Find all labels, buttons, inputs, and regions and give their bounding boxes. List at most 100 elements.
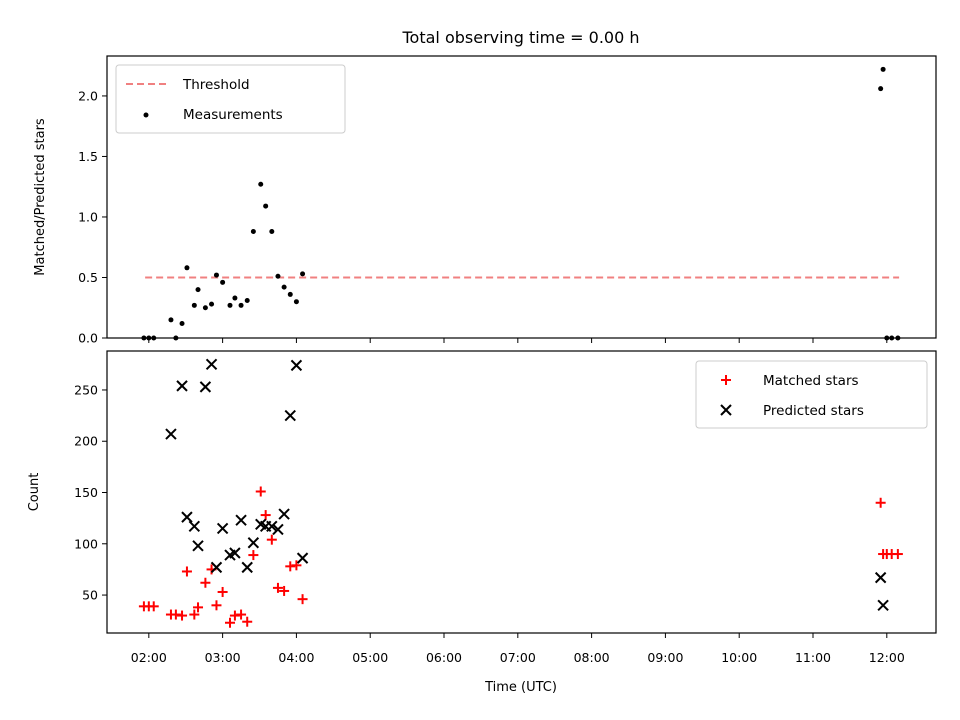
marker-stroke <box>296 552 309 564</box>
top-legend: Threshold Measurements <box>115 64 346 134</box>
matched-star-point <box>260 510 271 521</box>
y-tick-label: 150 <box>74 485 98 500</box>
matched-star-point <box>193 602 204 613</box>
measurement-point <box>179 320 185 326</box>
matched-star-point <box>297 594 308 605</box>
legend-matched-swatch <box>721 375 731 385</box>
measurement-points <box>141 66 901 341</box>
predicted-star-point <box>176 380 188 392</box>
measurement-point <box>250 228 256 234</box>
bottom-y-ticks: 50 100 150 200 250 <box>74 382 107 603</box>
x-tick-label: 10:00 <box>721 650 757 665</box>
marker-stroke <box>720 404 732 416</box>
measurement-point <box>258 181 264 187</box>
x-tick-label: 08:00 <box>574 650 610 665</box>
measurement-point <box>213 272 219 278</box>
star-count-points <box>138 358 903 628</box>
marker-stroke <box>278 508 290 520</box>
predicted-star-point <box>188 520 201 533</box>
measurement-point <box>238 302 244 308</box>
legend-matched-label: Matched stars <box>763 373 859 389</box>
predicted-star-point <box>296 552 309 564</box>
measurement-point <box>168 317 174 323</box>
matched-star-point <box>224 617 235 628</box>
measurement-point <box>263 203 269 209</box>
measurement-point <box>244 297 250 303</box>
matched-star-point <box>291 560 302 571</box>
measurement-point <box>275 273 281 279</box>
matched-star-point <box>170 609 181 620</box>
matched-star-point <box>148 601 159 612</box>
y-tick-label: 1.0 <box>78 209 98 224</box>
matched-star-point <box>272 582 283 593</box>
measurement-point <box>202 305 208 311</box>
top-plot-frame <box>106 55 937 339</box>
measurement-point <box>141 335 147 341</box>
chart-title: Total observing time = 0.00 h <box>401 28 639 47</box>
marker-stroke <box>874 571 887 584</box>
marker-stroke <box>216 522 229 535</box>
matched-star-point <box>181 566 192 577</box>
legend-plus-marker <box>721 375 731 385</box>
bottom-plot-frame <box>106 350 937 634</box>
matched-star-point <box>248 550 259 561</box>
top-legend-frame <box>115 64 346 134</box>
measurement-point <box>151 335 157 341</box>
bottom-legend: Matched stars Predicted stars <box>695 360 928 429</box>
predicted-star-point <box>290 359 303 372</box>
y-tick-label: 0.0 <box>78 331 98 346</box>
top-y-ticks: 0.0 0.5 1.0 1.5 2.0 <box>78 88 107 346</box>
marker-stroke <box>192 540 204 552</box>
matched-star-point <box>875 497 886 508</box>
marker-stroke <box>176 380 188 392</box>
y-tick-label: 2.0 <box>78 88 98 103</box>
measurement-point <box>209 301 215 307</box>
y-tick-label: 200 <box>74 434 98 449</box>
x-tick-label: 06:00 <box>426 650 462 665</box>
marker-stroke <box>290 359 303 372</box>
marker-stroke <box>272 523 284 536</box>
predicted-star-point <box>235 514 247 526</box>
matched-star-point <box>279 585 290 596</box>
matched-star-point <box>242 616 253 627</box>
predicted-star-point <box>877 599 889 612</box>
marker-stroke <box>210 561 223 574</box>
legend-measurements-swatch <box>143 112 149 118</box>
top-y-axis-label: Matched/Predicted stars <box>33 118 48 276</box>
marker-stroke <box>255 518 267 531</box>
legend-measurements-label: Measurements <box>183 107 283 123</box>
matched-star-point <box>177 610 188 621</box>
marker-stroke <box>284 409 296 422</box>
matched-star-point <box>255 486 266 497</box>
predicted-star-point <box>205 358 218 371</box>
marker-stroke <box>205 358 218 371</box>
measurement-point <box>880 66 886 72</box>
y-tick-label: 50 <box>82 588 98 603</box>
predicted-star-point <box>241 561 253 574</box>
marker-stroke <box>165 428 177 440</box>
measurement-point <box>293 299 299 305</box>
x-tick-label: 03:00 <box>205 650 241 665</box>
matched-star-point <box>217 586 228 597</box>
marker-stroke <box>199 381 212 393</box>
predicted-star-point <box>278 508 290 520</box>
measurement-point <box>146 335 152 341</box>
predicted-star-point <box>210 561 223 574</box>
marker-stroke <box>241 561 253 574</box>
x-tick-label: 11:00 <box>795 650 831 665</box>
predicted-star-point <box>266 520 278 533</box>
matched-star-point <box>189 609 200 620</box>
measurement-point <box>220 279 226 285</box>
x-tick-label: 07:00 <box>500 650 536 665</box>
matched-star-point <box>211 600 222 611</box>
predicted-star-point <box>192 540 204 552</box>
measurement-point <box>895 335 901 341</box>
x-tick-label: 05:00 <box>352 650 388 665</box>
x-tick-label: 04:00 <box>278 650 314 665</box>
predicted-star-point <box>165 428 177 440</box>
y-tick-label: 250 <box>74 382 98 397</box>
y-tick-label: 100 <box>74 536 98 551</box>
predicted-star-point <box>284 409 296 422</box>
matched-star-point <box>266 534 277 545</box>
bottom-x-ticks: 02:00 03:00 04:00 05:00 06:00 07:00 08:00 09:00… <box>131 633 905 665</box>
